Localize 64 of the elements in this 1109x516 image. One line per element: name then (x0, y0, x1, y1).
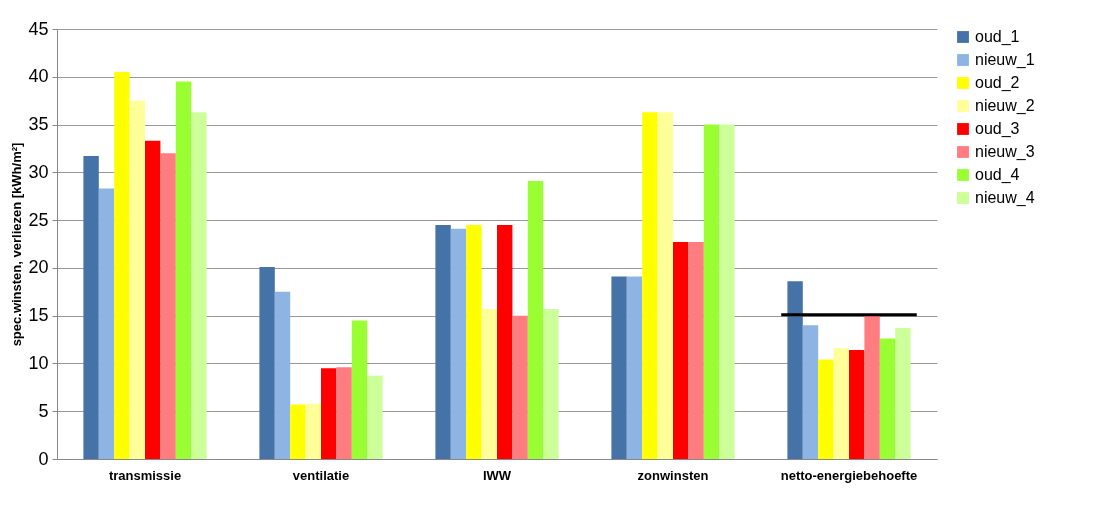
bar (719, 124, 735, 459)
x-tick-label: ventilatie (292, 467, 350, 483)
y-tick-label: 5 (38, 400, 49, 421)
legend-label: oud_3 (975, 120, 1020, 138)
bar (879, 338, 896, 459)
bar (191, 112, 207, 459)
bar (512, 315, 528, 459)
bar (895, 328, 911, 459)
bar (657, 112, 673, 459)
bar (290, 404, 306, 459)
y-tick-label: 15 (28, 305, 49, 326)
bar (787, 281, 803, 459)
bar (527, 180, 544, 459)
legend-label: oud_2 (975, 74, 1020, 92)
y-tick-label: 20 (28, 257, 49, 278)
bar (543, 308, 559, 459)
bar (435, 224, 451, 459)
y-tick-label: 40 (28, 66, 49, 87)
bar (259, 266, 275, 459)
bar (818, 359, 834, 459)
legend-label: nieuw_2 (975, 97, 1035, 115)
bar (321, 368, 337, 459)
bar (145, 140, 161, 459)
bar (864, 315, 880, 459)
bar (481, 308, 497, 459)
legend-label: oud_1 (975, 28, 1020, 46)
bar (98, 188, 115, 459)
bar (497, 224, 513, 459)
y-tick-label: 0 (38, 448, 49, 469)
bar (274, 291, 291, 459)
bar (83, 156, 99, 459)
bar (833, 348, 849, 459)
y-tick-label: 35 (28, 114, 49, 135)
x-tick-label: zonwinsten (637, 467, 709, 483)
bar (351, 320, 368, 459)
legend-label: nieuw_3 (975, 143, 1035, 161)
bar (114, 72, 130, 459)
bar (626, 276, 643, 459)
bar (305, 403, 321, 459)
bar (802, 325, 819, 459)
bar (611, 276, 627, 459)
x-tick-label: transmissie (108, 467, 182, 483)
bar (703, 124, 720, 459)
bar (129, 100, 145, 459)
bar (849, 350, 865, 459)
y-axis-title: spec.winsten, verliezen [kWh/m²] (9, 142, 25, 347)
y-tick-label: 10 (28, 352, 49, 373)
y-tick-label: 45 (28, 18, 49, 39)
x-tick-label: IWW (482, 467, 512, 483)
bar (450, 228, 467, 459)
legend-label: nieuw_1 (975, 51, 1035, 69)
bar (642, 112, 658, 459)
bar (688, 242, 704, 459)
bar (175, 81, 192, 459)
legend-label: oud_4 (975, 166, 1020, 184)
x-tick-label: netto-energiebehoefte (780, 467, 918, 483)
bar (160, 153, 176, 459)
y-tick-label: 30 (28, 161, 49, 182)
legend-label: nieuw_4 (975, 189, 1035, 207)
bar (336, 367, 352, 459)
y-tick-label: 25 (28, 209, 49, 230)
bar (466, 224, 482, 459)
bar (367, 375, 383, 459)
bar (673, 242, 689, 459)
